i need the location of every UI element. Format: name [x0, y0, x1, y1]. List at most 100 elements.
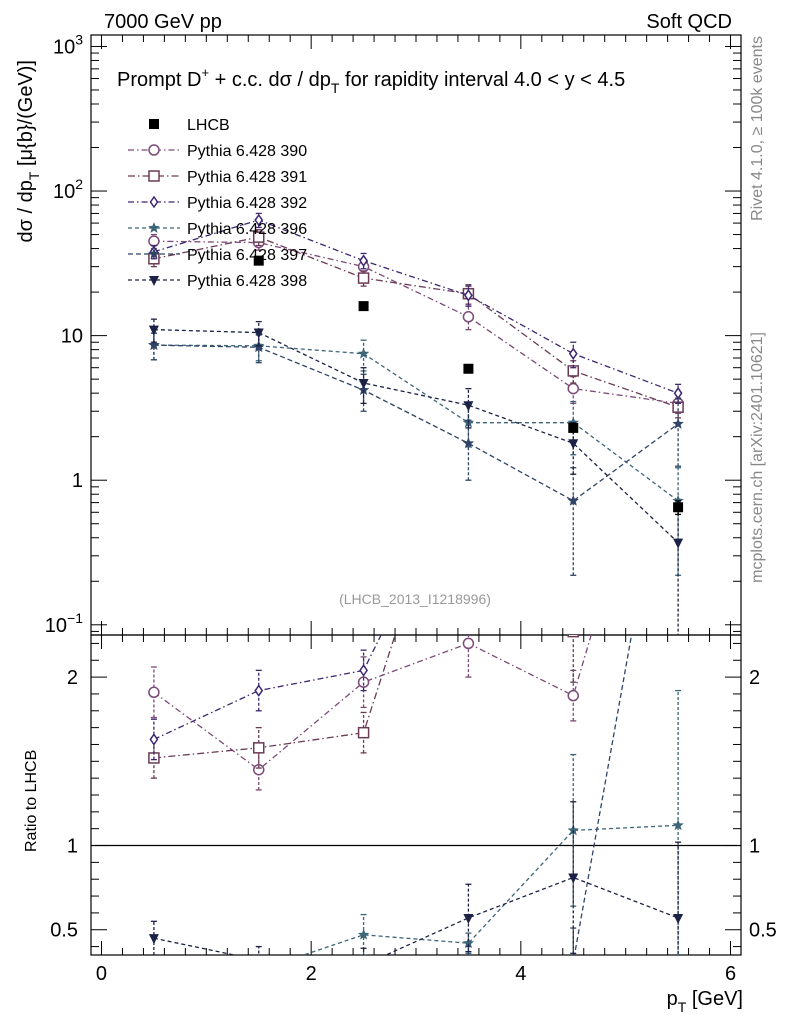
ratio-point-391: [567, 635, 580, 638]
y-tick-label: 102: [53, 176, 83, 203]
legend-marker: [148, 222, 160, 233]
ratio-point-392: [149, 733, 159, 746]
main-plot-area: [148, 212, 684, 635]
ratio-tick-label-right: 1: [749, 836, 760, 858]
ratio-errorbar-398: [360, 947, 367, 955]
ratio-point-396: [462, 937, 475, 949]
ratio-point-396: [357, 928, 370, 940]
series-point-398: [358, 379, 369, 390]
ratio-point-392: [359, 664, 368, 677]
legend-marker: [148, 170, 160, 182]
ratio-point-398: [359, 961, 369, 971]
series-point-391: [252, 231, 265, 243]
x-tick-label: 2: [306, 963, 317, 985]
series-point-392: [568, 347, 578, 360]
ratio-errorbar-397: [256, 963, 262, 980]
ratio-y-axis-label: Ratio to LHCB: [23, 750, 40, 852]
legend-entry: Pythia 6.428 398: [128, 273, 307, 290]
ratio-frame: [90, 634, 742, 956]
legend-label: Pythia 6.428 397: [187, 247, 307, 264]
ratio-point-390: [148, 686, 160, 699]
series-point-392: [673, 386, 683, 400]
series-errorbar-397: [465, 419, 472, 481]
legend-entry: Pythia 6.428 396: [128, 221, 307, 238]
header-right: Soft QCD: [646, 11, 732, 33]
data-point: [358, 301, 369, 312]
x-axis-label: pT [GeV]: [667, 988, 743, 1015]
axis-tick-labels: 0 2 4 6 10−1 1 10 102 103 0.5 0.5 1 1 2 2: [45, 31, 777, 985]
series-point-398: [253, 328, 264, 339]
ratio-point-397: [148, 974, 159, 985]
y-axis-label: dσ / dpT [μ{b}/(GeV)]: [15, 60, 42, 243]
ratio-point-390: [357, 676, 370, 688]
ratio-point-391: [357, 726, 370, 739]
x-tick-label: 0: [96, 963, 107, 985]
legend-label: LHCB: [187, 117, 230, 134]
ratio-point-397: [568, 956, 579, 967]
series-point-397: [357, 384, 370, 395]
ratio-errorbar-396: [151, 974, 157, 987]
ratio-tick-label-right: 2: [749, 667, 760, 689]
series-line-398: [153, 328, 679, 544]
x-tick-label: 4: [515, 963, 526, 985]
axis-ticks: [91, 35, 741, 955]
ratio-tick-label-right: 0.5: [749, 920, 777, 942]
ratio-errorbar-396: [675, 689, 682, 955]
series-line-396: [153, 344, 679, 502]
series-point-397: [672, 417, 684, 429]
rivet-label: Rivet 4.1.0, ≥ 100k events: [749, 36, 766, 221]
ratio-point-390: [673, 335, 683, 345]
ratio-errorbar-397: [361, 960, 367, 980]
ratio-point-398: [463, 913, 474, 924]
legend-label: Pythia 6.428 391: [187, 169, 307, 186]
ratio-point-390: [462, 637, 475, 650]
legend-marker: [148, 248, 160, 259]
ratio-line-397: [573, 635, 633, 955]
series-errorbar-397: [675, 398, 682, 467]
ratio-errorbar-396: [256, 960, 262, 980]
legend-label: Pythia 6.428 392: [187, 195, 307, 212]
ratio-point-397: [358, 964, 369, 975]
ratio-point-396: [148, 974, 159, 985]
ratio-errorbar-391: [570, 635, 577, 683]
ratio-point-397: [253, 966, 264, 977]
legend-entry: Pythia 6.428 390: [128, 143, 307, 160]
series-point-390: [567, 382, 580, 395]
mcplots-label: mcplots.cern.ch [arXiv:2401.10621]: [749, 332, 766, 583]
ratio-point-391: [252, 742, 265, 754]
series-line-390: [153, 240, 679, 405]
analysis-tag: (LHCB_2013_I1218996): [339, 591, 491, 607]
series-point-397: [462, 437, 475, 449]
ratio-point-396: [567, 824, 579, 836]
ratio-line-391: [153, 635, 396, 759]
legend-entry: Pythia 6.428 392: [128, 195, 307, 212]
series-point-396: [357, 347, 370, 359]
series-line-391: [153, 236, 679, 408]
ratio-point-398: [148, 934, 159, 945]
legend-marker: [149, 276, 159, 286]
legend: LHCB Pythia 6.428 390 Pythia 6.428 391 Pyth…: [128, 117, 307, 290]
x-tick-label: 6: [725, 963, 736, 985]
legend-marker: [148, 144, 160, 156]
data-point: [253, 255, 264, 266]
series-point-398: [463, 401, 474, 412]
ratio-point-398: [673, 913, 684, 924]
series-point-397: [148, 339, 160, 350]
series-point-397: [253, 341, 265, 353]
series-line-397: [153, 344, 679, 502]
ratio-point-391: [673, 167, 683, 177]
series-point-398: [673, 538, 684, 549]
header-left: 7000 GeV pp: [104, 11, 222, 33]
series-point-392: [464, 289, 473, 302]
series-errorbar-397: [570, 467, 577, 576]
ratio-tick-label-left: 1: [67, 836, 78, 858]
ratio-tick-label-left: 2: [67, 667, 78, 689]
series-point-390: [462, 311, 475, 323]
series-errorbar-398: [465, 387, 472, 429]
ratio-errorbar-391: [675, 71, 681, 273]
ratio-point-392: [254, 684, 264, 697]
legend-label: Pythia 6.428 398: [187, 273, 307, 290]
legend-label: Pythia 6.428 390: [187, 143, 307, 160]
ratio-point-398: [568, 873, 579, 884]
